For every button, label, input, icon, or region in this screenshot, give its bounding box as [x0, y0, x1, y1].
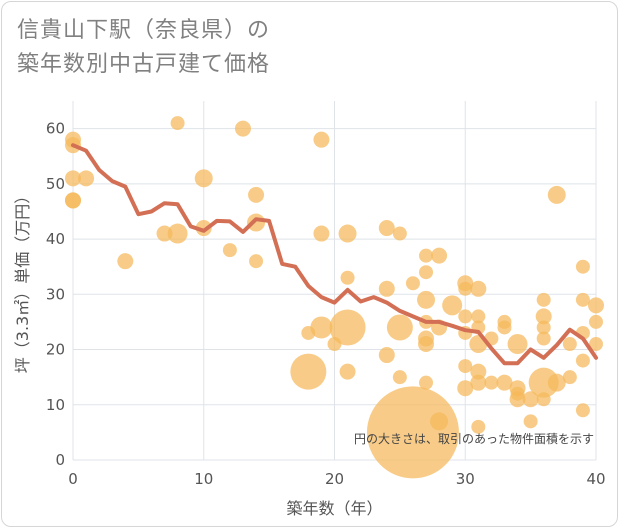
- data-bubble: [528, 367, 559, 398]
- data-bubble: [249, 254, 264, 269]
- data-bubble: [458, 309, 473, 324]
- data-bubble: [589, 337, 603, 352]
- data-bubble: [536, 292, 551, 307]
- y-tick-label: 20: [46, 341, 65, 359]
- data-bubble: [378, 220, 395, 237]
- data-bubble: [562, 370, 577, 385]
- y-tick-label: 60: [46, 120, 65, 138]
- data-bubble: [313, 225, 330, 242]
- data-bubble: [535, 308, 552, 325]
- data-bubble: [496, 374, 513, 391]
- data-bubble: [442, 295, 463, 316]
- data-bubble: [290, 353, 327, 390]
- data-bubble: [378, 280, 395, 297]
- data-bubble: [194, 169, 213, 188]
- y-tick-labels: 0 10 20 30 40 50 60: [46, 120, 65, 469]
- data-bubble: [507, 334, 528, 355]
- data-bubble: [458, 281, 473, 296]
- data-bubble: [536, 331, 551, 346]
- x-tick-label: 10: [194, 470, 213, 488]
- data-bubble: [575, 292, 590, 307]
- bubble-layer: [65, 116, 604, 479]
- data-bubble: [366, 386, 459, 479]
- size-note: 円の大きさは、取引のあった物件面積を示す: [354, 431, 594, 446]
- data-bubble: [431, 247, 448, 264]
- data-bubble: [167, 223, 188, 244]
- data-bubble: [329, 309, 366, 346]
- data-bubble: [536, 392, 551, 407]
- data-bubble: [547, 185, 566, 204]
- data-bubble: [575, 403, 590, 418]
- data-bubble: [392, 370, 407, 385]
- data-bubble: [522, 391, 539, 408]
- trend-layer: [71, 143, 598, 366]
- data-bubble: [589, 314, 603, 329]
- data-bubble: [458, 359, 473, 374]
- data-bubble: [386, 314, 413, 341]
- data-bubble: [78, 170, 95, 187]
- data-bubble: [509, 391, 526, 408]
- data-bubble: [417, 290, 436, 309]
- x-tick-label: 30: [456, 470, 475, 488]
- data-bubble: [378, 347, 395, 364]
- y-tick-label: 10: [46, 396, 65, 414]
- data-bubble: [195, 220, 212, 237]
- x-tick-label: 40: [586, 470, 605, 488]
- x-tick-label: 0: [68, 470, 78, 488]
- data-bubble: [419, 375, 434, 390]
- trend-line: [71, 143, 598, 366]
- data-bubble: [338, 224, 357, 243]
- x-axis-label: 築年数（年）: [286, 499, 382, 518]
- x-tick-label: 20: [325, 470, 344, 488]
- x-tick-labels: 0 10 20 30 40: [68, 470, 605, 488]
- data-bubble: [484, 375, 499, 390]
- data-bubble: [470, 280, 487, 297]
- data-bubble: [470, 363, 487, 380]
- data-bubble: [313, 131, 330, 148]
- data-bubble: [248, 186, 265, 203]
- data-bubble: [418, 336, 435, 353]
- data-bubble: [575, 259, 590, 274]
- chart-title-line2: 築年数別中古戸建て価格: [17, 52, 271, 77]
- data-bubble: [419, 265, 434, 280]
- chart-title-line1: 信貴山下駅（奈良県）の: [17, 18, 271, 43]
- data-bubble: [471, 309, 486, 324]
- data-bubble: [117, 253, 134, 270]
- data-bubble: [562, 337, 577, 352]
- data-bubble: [65, 192, 81, 209]
- chart-title: 信貴山下駅（奈良県）の 築年数別中古戸建て価格: [17, 14, 270, 82]
- data-bubble: [310, 316, 333, 339]
- data-bubble: [457, 380, 474, 397]
- data-bubble: [65, 170, 81, 187]
- data-bubble: [470, 374, 487, 391]
- data-bubble: [392, 226, 407, 241]
- data-bubble: [430, 412, 449, 431]
- y-tick-label: 0: [55, 451, 65, 469]
- data-bubble: [471, 419, 486, 434]
- y-tick-label: 50: [46, 175, 65, 193]
- data-bubble: [339, 363, 356, 380]
- data-bubble: [497, 320, 512, 335]
- data-bubble: [405, 276, 420, 291]
- data-bubble: [588, 297, 604, 314]
- data-bubble: [170, 116, 185, 131]
- data-bubble: [523, 414, 538, 429]
- y-axis-label: 坪（3.3㎡）単価（万円）: [13, 188, 32, 373]
- data-bubble: [575, 353, 590, 368]
- data-bubble: [247, 213, 266, 232]
- data-bubble: [340, 270, 355, 285]
- data-bubble: [222, 243, 237, 258]
- y-tick-label: 30: [46, 285, 65, 303]
- data-bubble: [419, 248, 434, 263]
- data-bubble: [234, 120, 251, 137]
- data-bubble: [536, 320, 551, 335]
- y-tick-label: 40: [46, 230, 65, 248]
- data-bubble: [547, 373, 566, 392]
